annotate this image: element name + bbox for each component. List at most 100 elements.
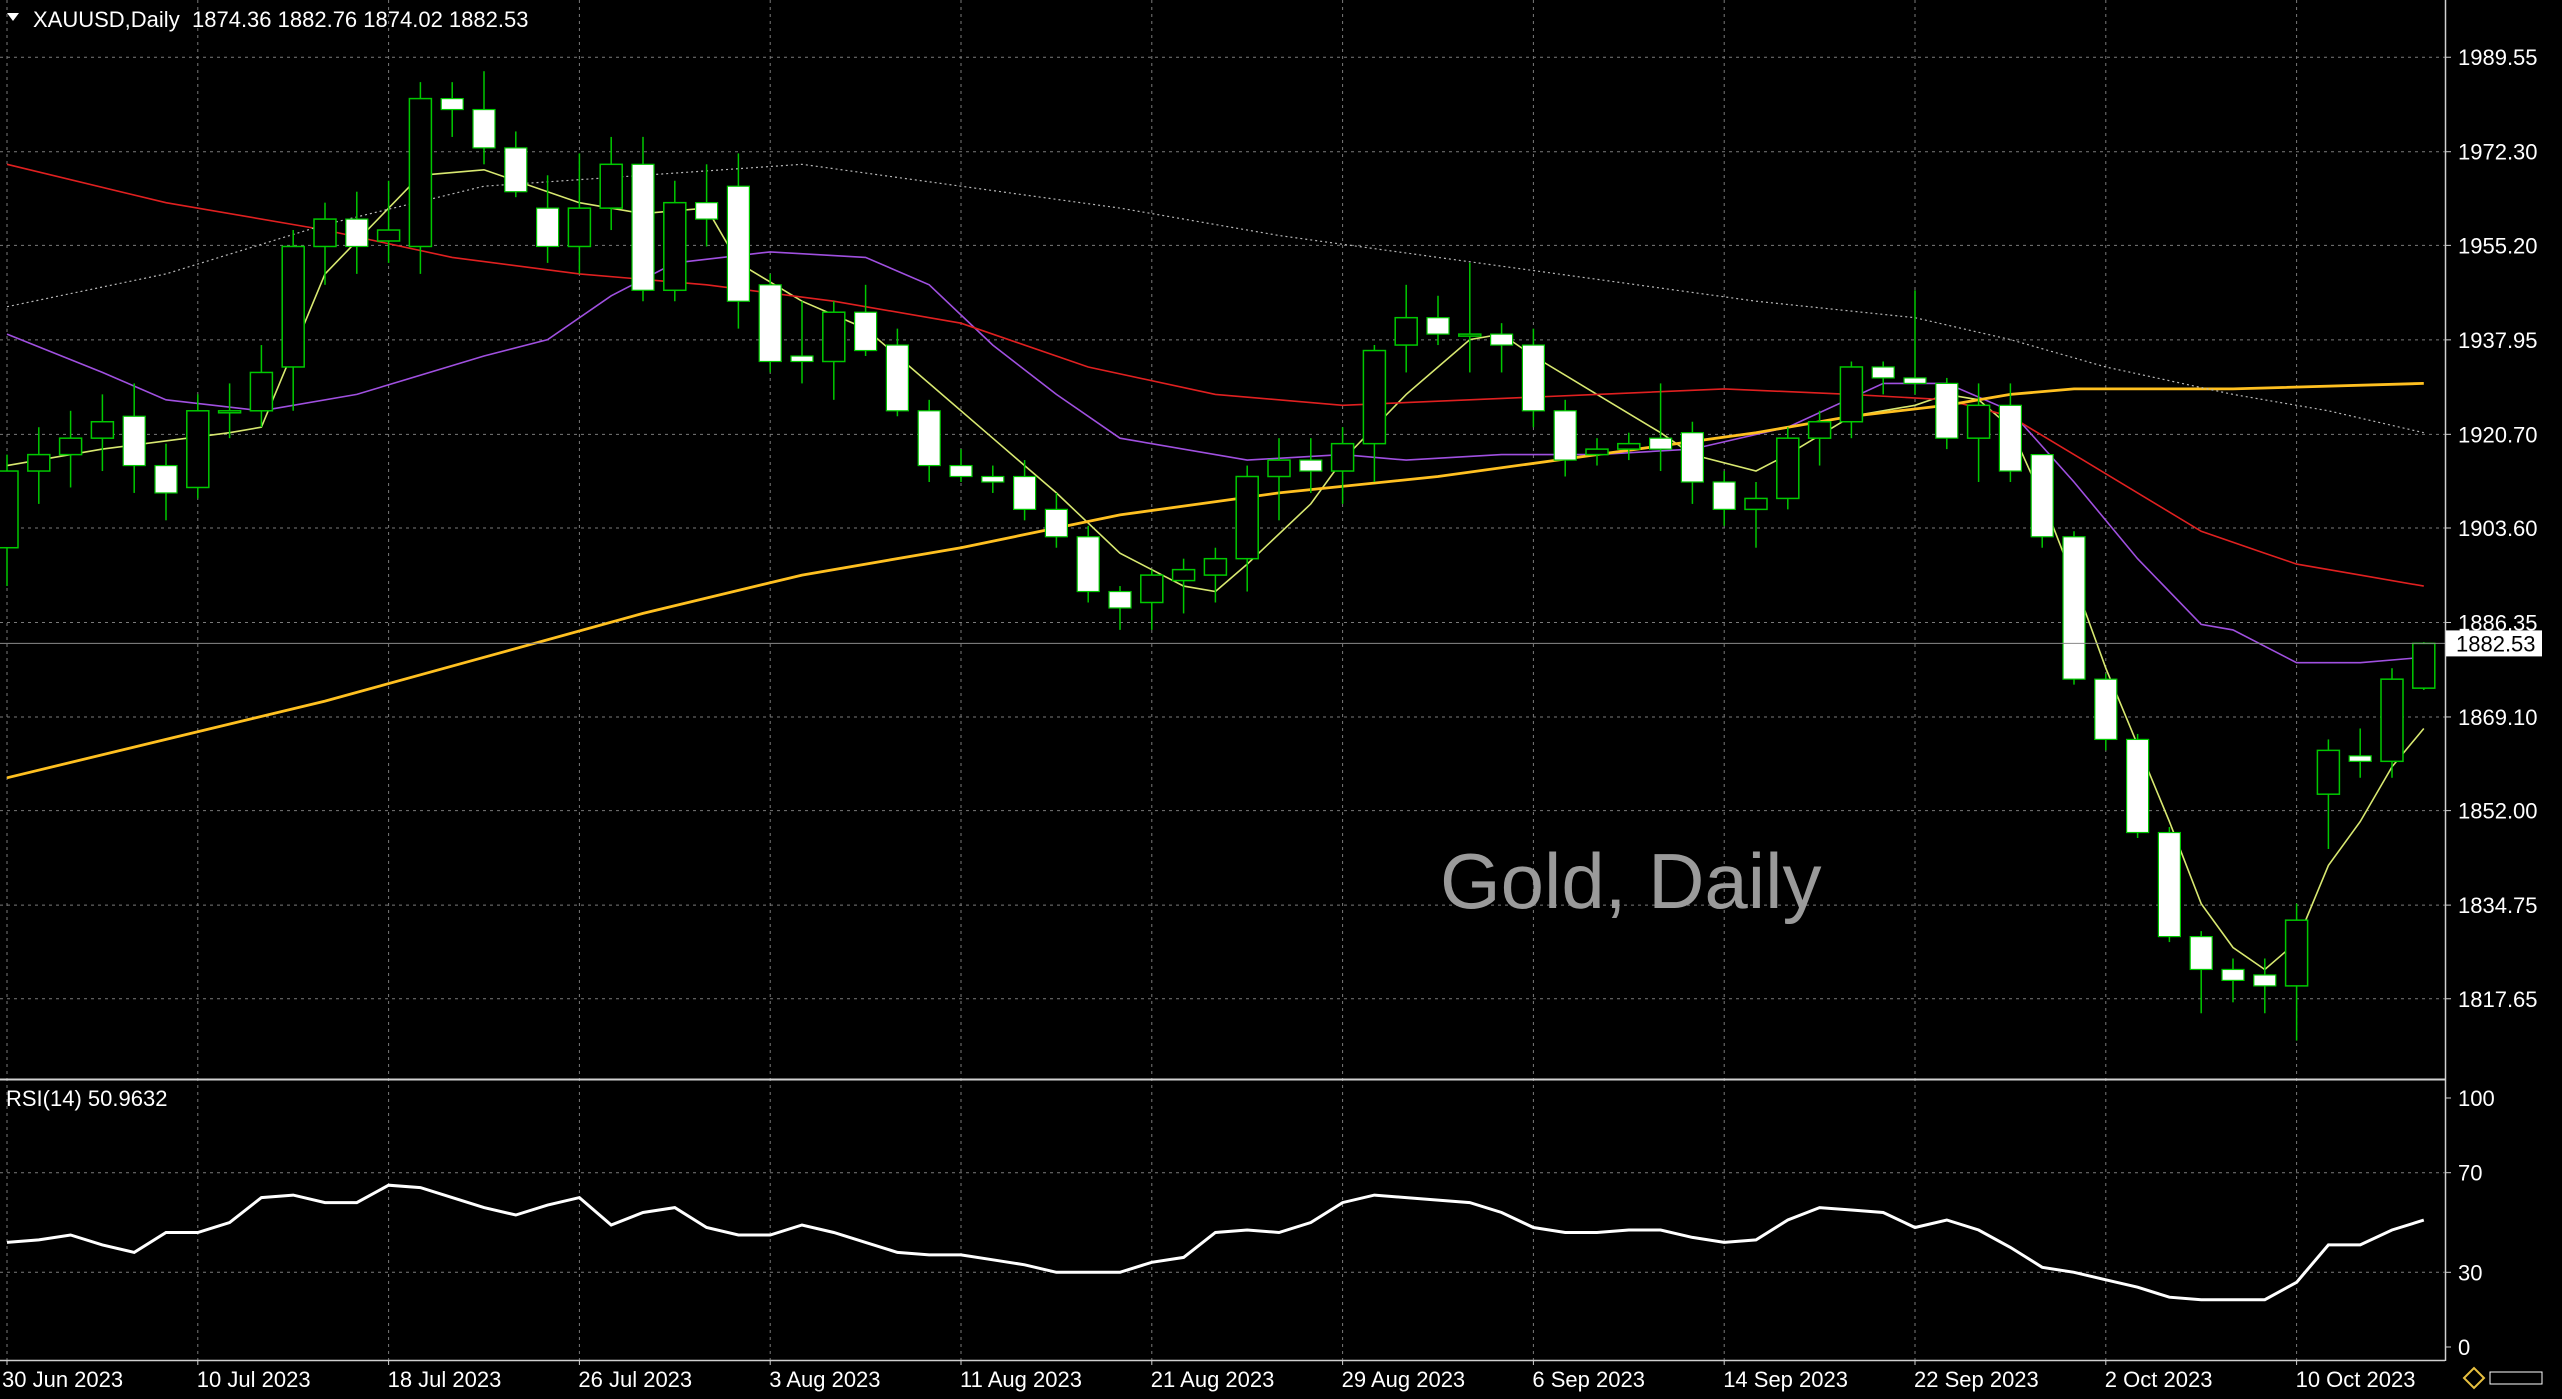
rsi-label: RSI(14) 50.9632 [6,1086,167,1111]
price-axis[interactable]: 1989.55 1972.30 1955.20 1937.95 1920.70 1903.… [2445,45,2538,1012]
candle [726,153,751,329]
candle [1203,547,1228,603]
candle [249,345,274,428]
candle [2380,668,2404,778]
candle-body-down [440,97,464,111]
candle [2348,728,2372,778]
candle [1998,383,2023,482]
candle-body-down [1903,377,1927,385]
time-tick-label: 21 Aug 2023 [1151,1367,1275,1392]
candle [1235,465,1259,592]
candle-body-up [58,437,83,456]
candle-body-down [535,207,560,248]
candle-body-up [249,371,274,412]
candle-body-down [1712,481,1736,510]
candle-body-down [2094,678,2118,741]
candle [440,82,464,137]
candle [2316,739,2341,849]
candle-body-down [2253,974,2277,987]
candle-body-up [217,410,242,414]
candle [1458,262,1482,373]
candle-body-down [1935,382,1959,439]
candle-body-down [154,464,178,494]
candle-body-up [2284,919,2309,987]
candle [949,449,973,482]
candle [1712,471,1736,526]
candle [1903,290,1927,395]
candle-body-down [1044,508,1069,538]
candle-body-up [2316,749,2341,795]
candle-body-up [90,420,115,439]
price-tick-label: 1817.65 [2458,987,2538,1012]
candle [0,454,19,587]
candle-body-up [0,470,19,549]
candle-body-up [1267,459,1291,478]
candle-body-down [1648,437,1673,450]
price-tick-label: 1834.75 [2458,893,2538,918]
time-tick-label: 11 Aug 2023 [960,1367,1082,1392]
candle [345,191,369,274]
current-price-tag: 1882.53 [2446,630,2542,657]
candle [186,394,210,499]
candle [313,202,337,285]
time-axis[interactable]: 30 Jun 2023 10 Jul 2023 18 Jul 2023 26 Jul … [2,1360,2415,1392]
candle-body-down [1553,410,1577,461]
candle-body-down [472,108,496,149]
candle-body-up [1203,557,1228,576]
candle-body-up [281,245,305,368]
candle [1617,432,1641,461]
candle-body-down [2189,935,2213,971]
candle [758,273,782,373]
candle-body-up [1966,404,1991,439]
candle-body-down [1680,432,1705,483]
candle-body-up [1394,316,1418,346]
candle-body-down [1299,459,1323,472]
candle [1076,525,1100,603]
rsi-line [6,1183,2425,1302]
candle [535,175,560,263]
candle [822,301,846,400]
candle [2221,958,2245,1003]
candle-body-down [917,410,941,467]
grid [0,0,2445,1360]
candle-body-down [758,284,782,363]
candle-body-up [1330,442,1355,472]
candle [885,328,910,417]
candle [2412,642,2436,691]
price-tick-label: 1852.00 [2458,799,2538,824]
candle [2157,827,2181,943]
rsi-tick-label: 70 [2458,1161,2482,1186]
candle [376,180,401,263]
candle-body-up [1807,420,1832,439]
candle-body-down [1521,344,1546,412]
candle-body-up [1839,366,1864,423]
chevron-down-icon[interactable] [7,13,19,21]
candle-body-down [2062,536,2086,680]
time-tick-label: 26 Jul 2023 [578,1367,692,1392]
candle-body-up [1235,475,1259,560]
candle-body-up [27,453,51,472]
candle [694,164,719,247]
price-tick-label: 1869.10 [2458,705,2538,730]
time-tick-label: 22 Sep 2023 [1914,1367,2039,1392]
candle [1330,427,1355,504]
candle-body-down [1871,366,1895,379]
candle-body-down [2126,738,2150,834]
candle [599,136,623,231]
candle [1776,427,1800,510]
candle [917,399,941,482]
time-tick-label: 30 Jun 2023 [2,1367,123,1392]
candle [217,383,242,439]
candle-body-up [2380,678,2404,763]
candle [1585,438,1609,466]
candle-body-down [790,355,814,363]
candle [1267,438,1291,521]
symbol-title: XAUUSD,Daily [33,7,180,32]
candle-body-down [2221,968,2245,982]
candle [1521,328,1546,428]
candle [122,383,146,493]
chart-watermark: Gold, Daily [1440,837,1821,925]
candle [1648,383,1673,472]
price-tick-label: 1903.60 [2458,516,2538,541]
